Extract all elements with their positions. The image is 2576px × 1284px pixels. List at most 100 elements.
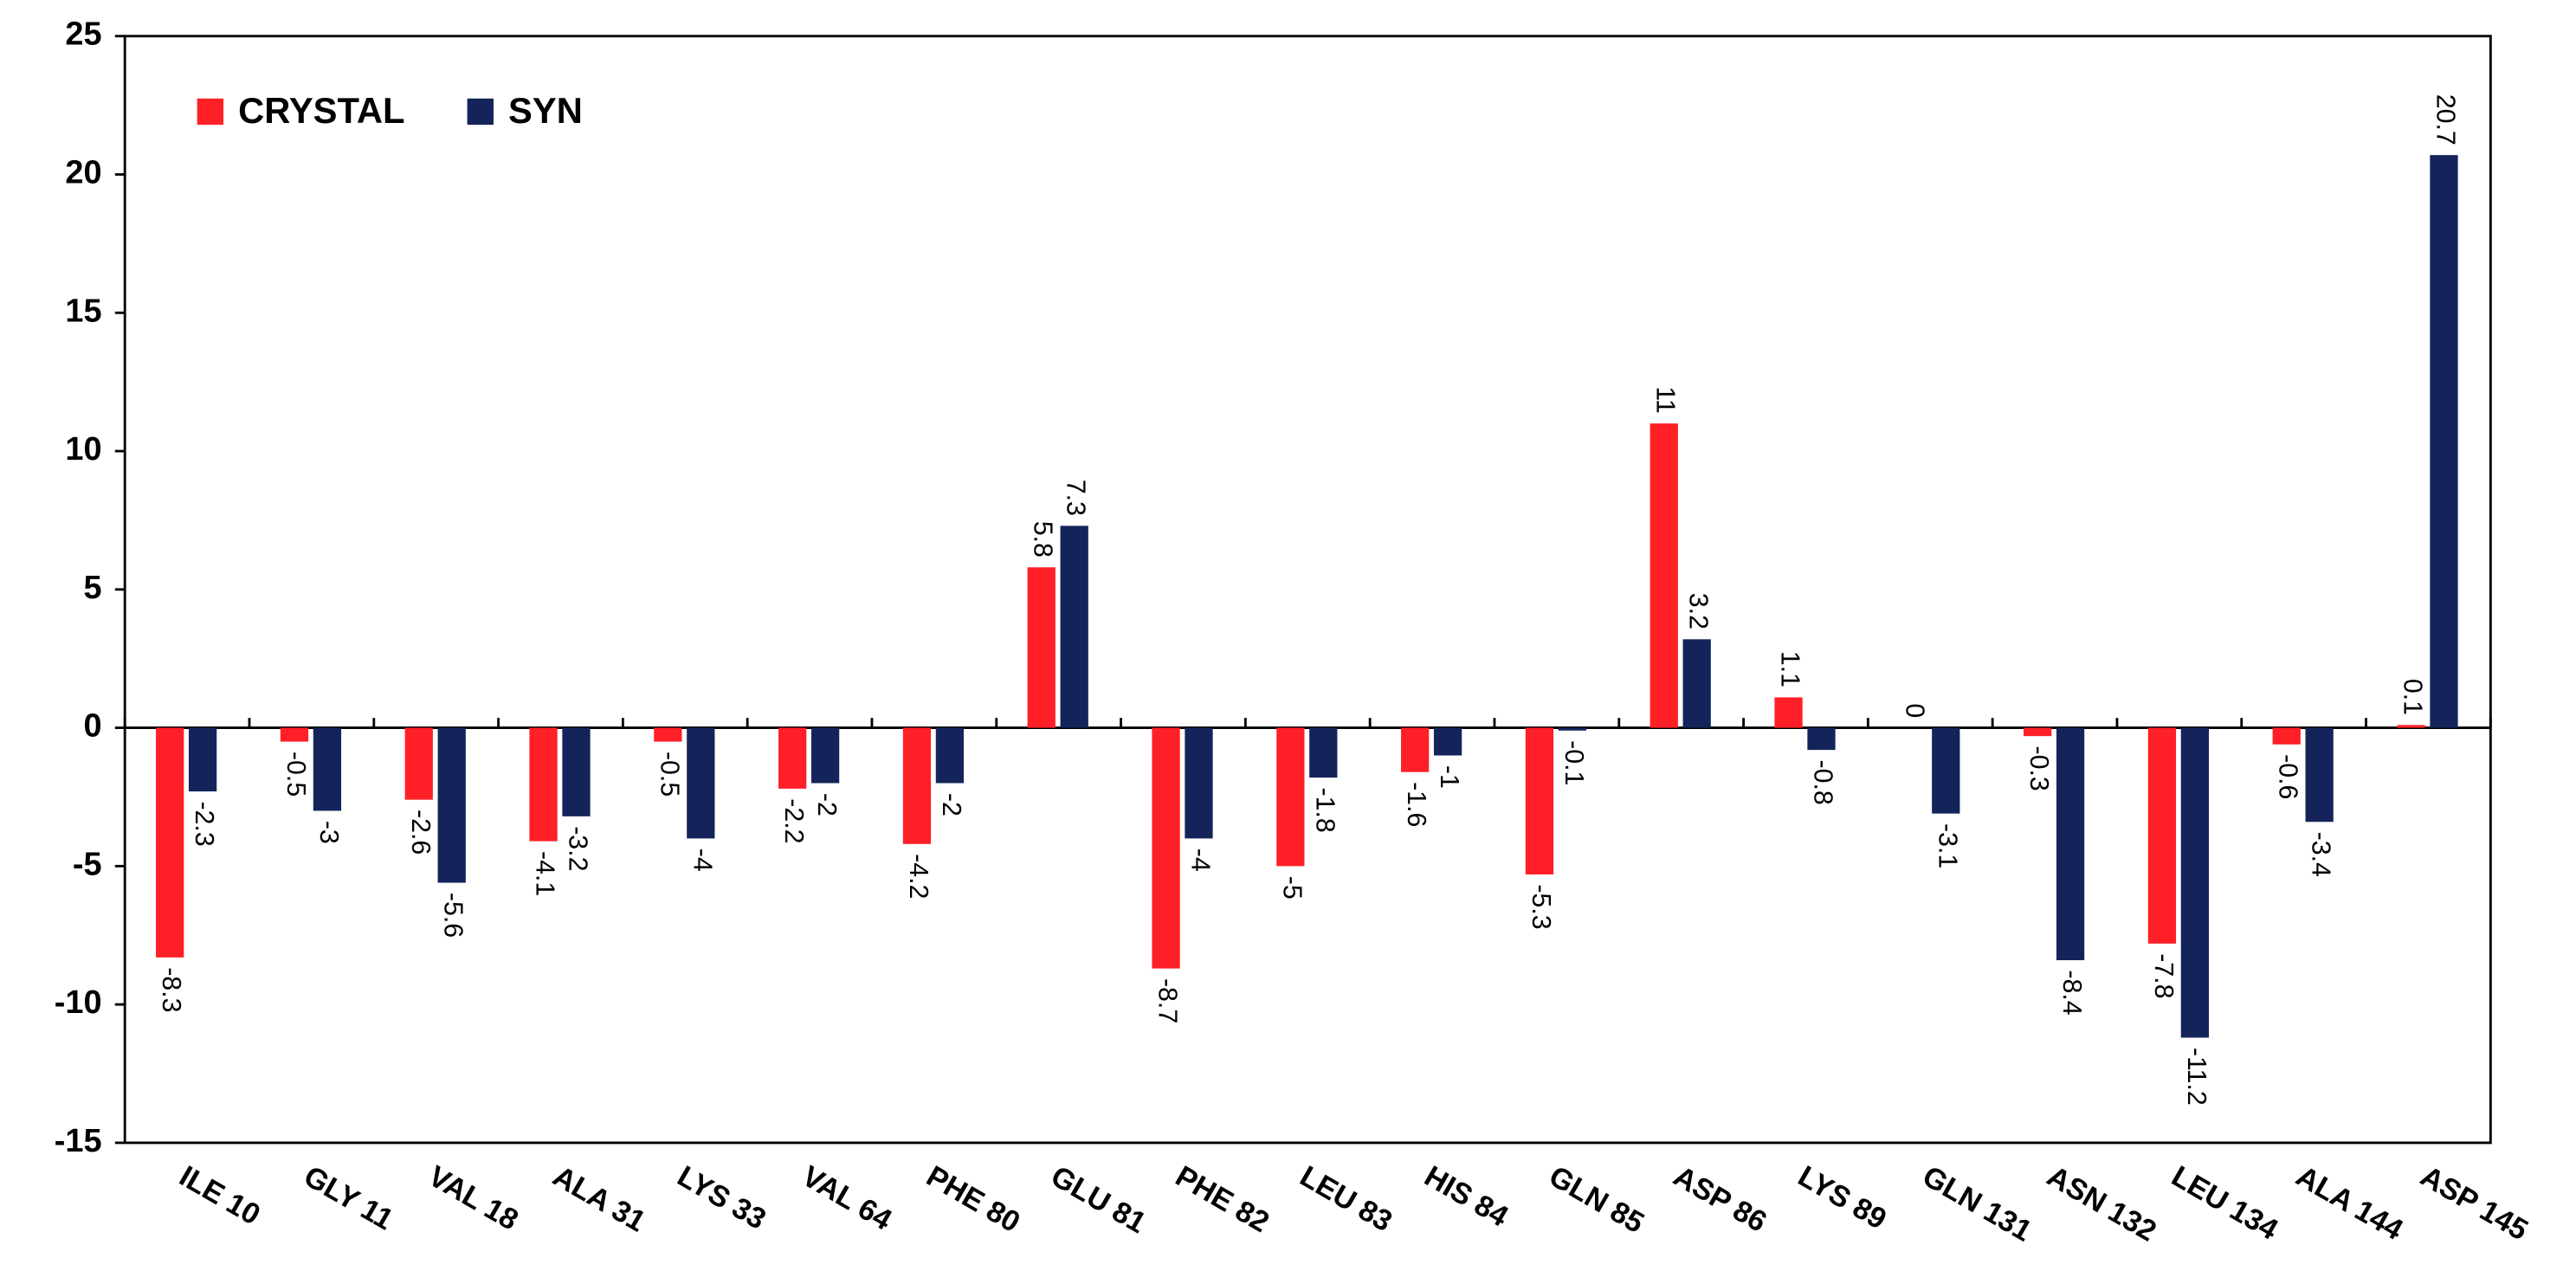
y-tick-label: 15: [65, 293, 101, 329]
y-tick-label: 25: [65, 16, 101, 53]
bar: [562, 727, 591, 816]
bar: [437, 727, 466, 883]
data-label: 20.7: [2431, 94, 2459, 145]
bar: [1525, 727, 1554, 874]
data-label: -11.2: [2182, 1048, 2211, 1106]
x-tick-label: GLY 11: [299, 1159, 399, 1236]
x-tick-label: GLN 131: [1917, 1159, 2037, 1248]
bar: [1682, 639, 1711, 728]
bar: [2024, 727, 2052, 737]
data-label: -2.3: [190, 801, 218, 846]
x-tick-label: PHE 80: [920, 1159, 1025, 1239]
bar: [654, 727, 682, 742]
data-label: -4.1: [531, 851, 559, 896]
data-label: -4: [1185, 848, 1214, 872]
bar: [1774, 697, 1803, 728]
bar: [2305, 727, 2334, 823]
x-tick-label: GLU 81: [1045, 1159, 1152, 1240]
bar: [1060, 526, 1088, 728]
data-label: 11: [1651, 386, 1680, 413]
legend-label: SYN: [508, 90, 583, 131]
data-label: -0.5: [655, 752, 683, 797]
data-label: -2: [812, 793, 841, 816]
data-label: -7.8: [2149, 953, 2178, 998]
bar: [1650, 423, 1678, 728]
data-label: -1.6: [1402, 782, 1430, 827]
y-tick-label: 5: [84, 570, 102, 606]
bar: [1558, 727, 1587, 731]
bar: [935, 727, 965, 784]
bar: [280, 727, 309, 742]
data-label: -0.6: [2274, 754, 2302, 799]
y-tick-label: 0: [84, 708, 102, 745]
bar: [1027, 567, 1056, 728]
data-label: -8.7: [1153, 978, 1182, 1023]
y-tick-label: -5: [73, 846, 102, 882]
bar: [529, 727, 558, 842]
x-tick-label: PHE 82: [1170, 1159, 1275, 1239]
bar: [2397, 725, 2425, 728]
x-tick-label: ALA 31: [547, 1159, 651, 1238]
y-tick-label: -15: [55, 1123, 102, 1159]
data-label: -0.1: [1559, 740, 1588, 785]
data-label: -5.6: [439, 893, 468, 938]
data-label: 3.2: [1684, 593, 1713, 629]
legend-swatch: [467, 98, 494, 126]
data-label: 0.1: [2398, 679, 2426, 715]
bar: [2180, 727, 2209, 1038]
bar: [2147, 727, 2177, 944]
x-tick-label: LEU 134: [2166, 1159, 2283, 1246]
bar: [687, 727, 715, 839]
bar: [313, 727, 342, 811]
data-label: -1.8: [1310, 787, 1339, 832]
data-label: -4: [688, 848, 716, 872]
x-tick-label: ALA 144: [2290, 1159, 2408, 1247]
y-tick-label: -10: [55, 984, 102, 1021]
bar: [156, 727, 184, 958]
bar: [2056, 727, 2085, 961]
x-tick-label: VAL 64: [797, 1159, 898, 1236]
data-label: 5.8: [1029, 521, 1057, 558]
plot-frame: [123, 35, 2492, 1145]
data-label: -3.2: [563, 826, 591, 871]
bar: [1807, 727, 1836, 751]
x-tick-label: LEU 83: [1294, 1159, 1398, 1238]
legend-swatch: [197, 98, 224, 126]
bar: [1152, 727, 1180, 969]
bar: [1433, 727, 1462, 756]
bar: [404, 727, 433, 800]
x-tick-label: LYS 33: [672, 1159, 772, 1236]
data-label: -3.1: [1933, 823, 1961, 868]
data-label: -8.3: [157, 967, 185, 1012]
bar: [1932, 727, 1960, 814]
bar: [1401, 727, 1430, 772]
bar: [2430, 155, 2458, 728]
bar: [1276, 727, 1305, 867]
data-label: -1: [1435, 765, 1463, 789]
bar: [2272, 727, 2301, 745]
bar: [778, 727, 807, 789]
x-tick-label: ASP 145: [2415, 1159, 2534, 1247]
x-tick-label: ASN 132: [2042, 1159, 2162, 1248]
data-label: 7.3: [1062, 480, 1090, 516]
bar: [188, 727, 217, 792]
x-tick-label: LYS 89: [1792, 1159, 1892, 1236]
bar: [902, 727, 932, 844]
data-label: -0.8: [1808, 760, 1837, 805]
data-label: 0: [1900, 703, 1928, 718]
legend-label: CRYSTAL: [238, 90, 404, 131]
data-label: -0.3: [2024, 746, 2053, 791]
data-label: -4.2: [904, 854, 933, 899]
x-tick-label: HIS 84: [1419, 1159, 1514, 1233]
data-label: -5.3: [1527, 884, 1555, 929]
data-label: -8.4: [2057, 970, 2086, 1015]
data-label: -0.5: [281, 752, 310, 797]
x-tick-label: VAL 18: [423, 1159, 523, 1236]
data-label: -2.6: [406, 810, 435, 855]
bar: [1185, 727, 1213, 839]
x-tick-label: ILE 10: [174, 1159, 266, 1231]
data-label: -2.2: [779, 798, 808, 843]
data-label: 1.1: [1776, 651, 1804, 687]
x-tick-label: GLN 85: [1543, 1159, 1650, 1240]
